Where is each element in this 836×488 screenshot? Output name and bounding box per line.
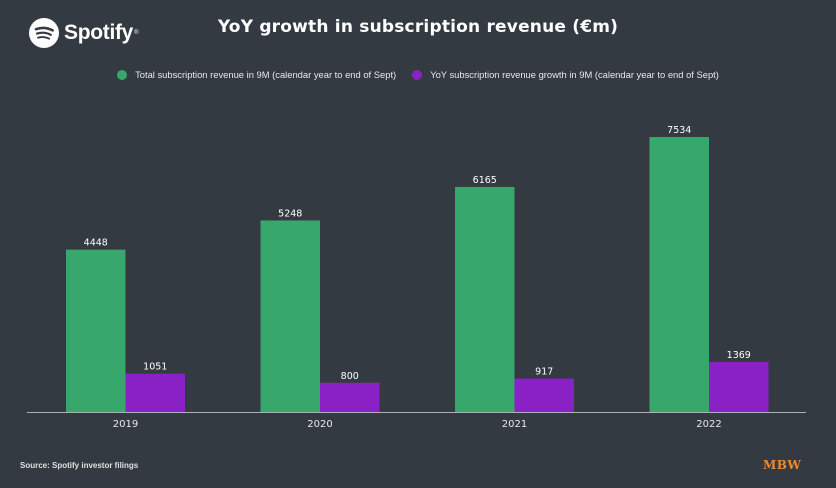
data-label-total-2022: 7534 bbox=[667, 125, 691, 136]
bar-growth-2020[interactable] bbox=[320, 382, 380, 412]
legend-item-growth[interactable]: YoY subscription revenue growth in 9M (c… bbox=[412, 69, 719, 80]
legend: Total subscription revenue in 9M (calend… bbox=[0, 69, 836, 80]
source-note: Source: Spotify investor filings bbox=[20, 461, 139, 470]
bar-growth-2021[interactable] bbox=[514, 378, 575, 412]
bar-total-2020[interactable] bbox=[260, 220, 321, 412]
data-label-growth-2021: 917 bbox=[535, 367, 553, 378]
bar-total-2021[interactable] bbox=[455, 186, 515, 412]
x-tick-label-2020: 2020 bbox=[307, 419, 332, 430]
legend-item-total[interactable]: Total subscription revenue in 9M (calend… bbox=[117, 69, 396, 80]
chart-title: YoY growth in subscription revenue (€m) bbox=[217, 17, 619, 37]
bar-total-2019[interactable] bbox=[66, 249, 126, 412]
data-label-total-2020: 5248 bbox=[278, 208, 302, 219]
x-tick-label-2021: 2021 bbox=[502, 419, 527, 430]
x-tick-label-2022: 2022 bbox=[696, 419, 721, 430]
publisher-logo: MBW bbox=[763, 458, 802, 472]
x-tick-label-2019: 2019 bbox=[113, 419, 138, 430]
spotify-icon bbox=[29, 18, 59, 48]
brand-name: Spotify bbox=[64, 21, 134, 44]
legend-swatch-growth bbox=[412, 69, 423, 80]
data-label-growth-2022: 1369 bbox=[727, 350, 751, 361]
legend-label-growth: YoY subscription revenue growth in 9M (c… bbox=[430, 69, 719, 80]
legend-swatch-total bbox=[117, 69, 128, 80]
bar-growth-2022[interactable] bbox=[709, 362, 769, 412]
bar-growth-2019[interactable] bbox=[125, 373, 186, 412]
data-label-total-2021: 6165 bbox=[473, 175, 497, 186]
legend-label-total: Total subscription revenue in 9M (calend… bbox=[135, 69, 397, 80]
data-label-growth-2019: 1051 bbox=[143, 362, 167, 373]
spotify-logo: Spotify ® bbox=[29, 18, 138, 48]
bar-total-2022[interactable] bbox=[649, 137, 710, 412]
data-label-total-2019: 4448 bbox=[84, 238, 108, 249]
data-label-growth-2020: 800 bbox=[341, 371, 359, 382]
registered-mark: ® bbox=[134, 30, 139, 36]
